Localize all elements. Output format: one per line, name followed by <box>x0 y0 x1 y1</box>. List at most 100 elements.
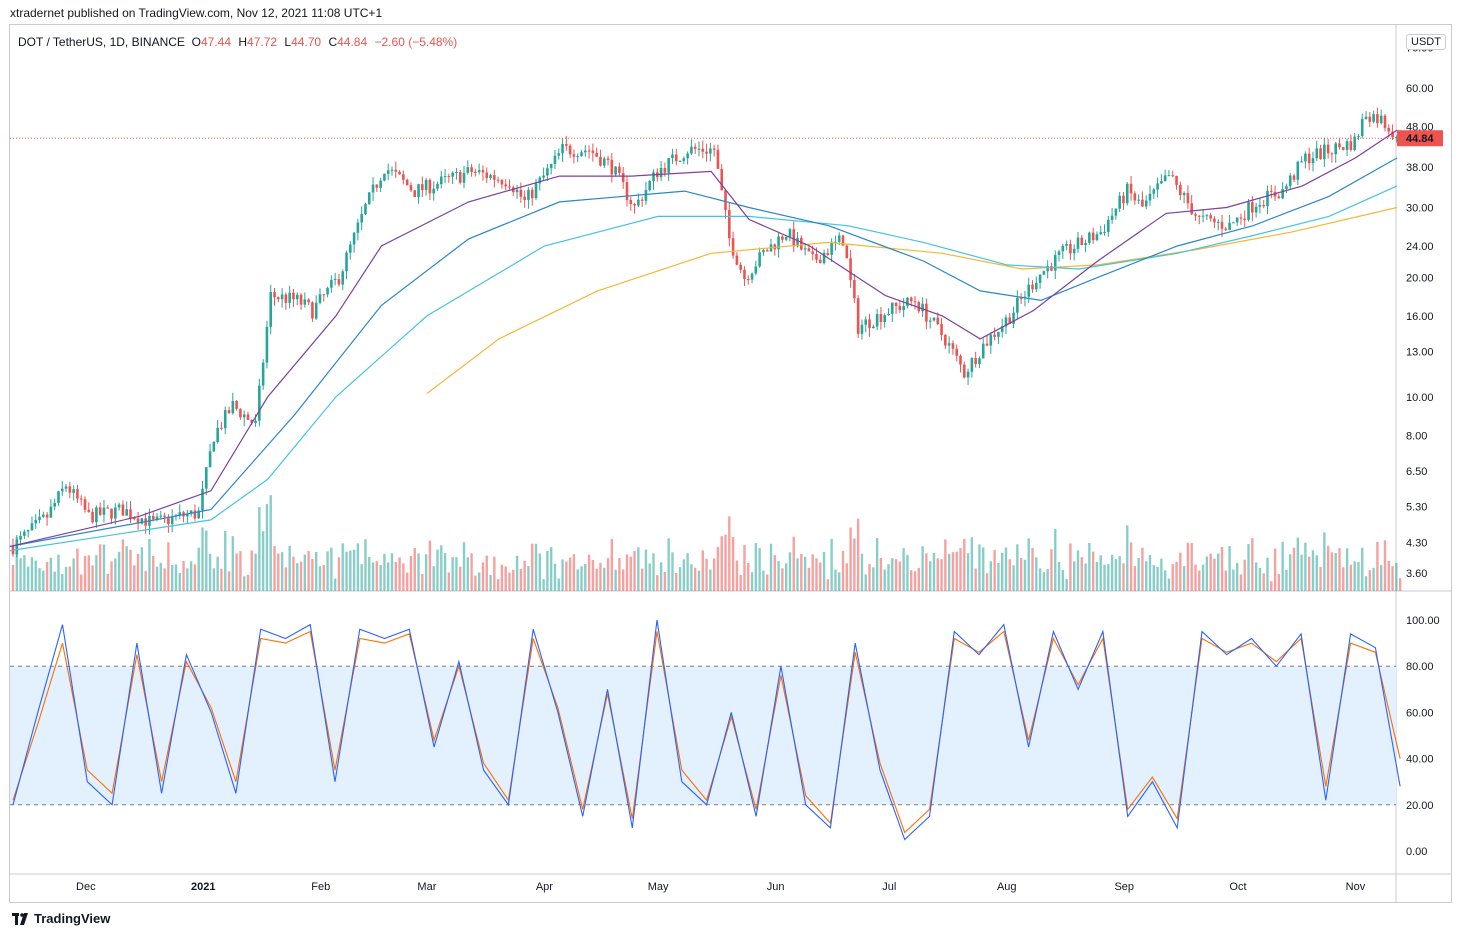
candle-body <box>1338 143 1341 148</box>
candle-body <box>477 170 481 173</box>
volume-bar <box>656 575 659 591</box>
candle-body <box>565 143 568 146</box>
candle-body <box>1053 255 1057 271</box>
tradingview-icon <box>12 912 28 925</box>
volume-bar <box>1175 561 1178 591</box>
candle-body <box>667 158 670 173</box>
candle-body <box>314 302 318 319</box>
volume-bar <box>925 553 928 591</box>
volume-bar <box>1148 554 1152 591</box>
volume-bar <box>1099 555 1102 591</box>
candle-body <box>716 149 720 169</box>
candle-body <box>815 253 818 260</box>
candle-body <box>117 504 121 508</box>
candle-body <box>269 292 273 327</box>
volume-bar <box>87 555 90 591</box>
volume-bar <box>1281 541 1284 591</box>
candle-body <box>110 508 113 519</box>
volume-bar <box>1163 570 1167 591</box>
candle-body <box>1072 248 1076 254</box>
currency-button[interactable]: USDT <box>1406 34 1446 50</box>
volume-bar <box>784 563 788 591</box>
volume-bar <box>663 572 667 591</box>
candle-body <box>193 510 197 519</box>
candle-body <box>140 518 144 524</box>
volume-bar <box>894 559 898 591</box>
volume-bar <box>443 553 447 591</box>
candle-body <box>201 488 204 511</box>
volume-bar <box>186 568 189 591</box>
candle-body <box>1292 175 1296 180</box>
candle-body <box>318 294 322 303</box>
close-label: C <box>328 35 338 49</box>
volume-bar <box>1152 565 1155 591</box>
time-axis-tick: May <box>648 881 669 893</box>
volume-bar <box>470 553 473 591</box>
volume-bar <box>766 574 769 591</box>
time-axis-tick: Oct <box>1229 881 1246 893</box>
candle-body <box>697 148 701 150</box>
volume-bar <box>682 559 686 591</box>
volume-bar <box>773 555 776 591</box>
candle-body <box>1069 243 1072 254</box>
candle-body <box>978 358 981 365</box>
high-label: H <box>238 35 248 49</box>
candle-body <box>530 189 534 199</box>
volume-bar <box>686 553 689 591</box>
candle-body <box>1076 237 1080 249</box>
candle-body <box>606 158 610 160</box>
volume-bar <box>883 569 886 591</box>
candle-body <box>932 317 936 321</box>
candle-body <box>1080 237 1084 246</box>
volume-bar <box>815 558 818 591</box>
volume-bar <box>34 560 37 591</box>
volume-bar <box>1326 545 1330 591</box>
candle-body <box>413 190 417 198</box>
candle-body <box>277 297 280 300</box>
volume-bar <box>121 539 125 591</box>
candle-body <box>731 238 735 256</box>
candle-body <box>709 148 712 154</box>
volume-bar <box>743 544 746 591</box>
tradingview-logo[interactable]: TradingView <box>12 911 110 926</box>
candle-body <box>580 152 583 157</box>
volume-bar <box>561 559 564 591</box>
candle-body <box>735 255 739 265</box>
symbol-name[interactable]: DOT / TetherUS, 1D, BINANCE <box>18 35 185 49</box>
candle-body <box>136 518 140 524</box>
candle-body <box>53 502 56 507</box>
volume-bar <box>705 558 708 591</box>
candle-body <box>1209 215 1212 219</box>
candle-body <box>390 169 394 171</box>
candle-body <box>629 200 633 205</box>
volume-bar <box>1292 547 1296 591</box>
candle-body <box>856 298 860 334</box>
volume-bar <box>413 548 416 591</box>
volume-bar <box>375 561 379 591</box>
volume-bar <box>455 557 458 591</box>
time-axis-tick: Nov <box>1346 881 1366 893</box>
candle-body <box>1114 208 1118 216</box>
volume-bar <box>356 543 360 591</box>
candle-body <box>1141 199 1144 207</box>
candle-body <box>1224 228 1228 230</box>
candle-body <box>273 292 276 298</box>
candle-body <box>595 152 598 157</box>
candle-body <box>1091 232 1095 241</box>
volume-bar <box>170 564 174 591</box>
candle-body <box>583 150 587 153</box>
volume-bar <box>940 559 943 591</box>
volume-bar <box>978 544 981 591</box>
candle-body <box>432 188 435 194</box>
volume-bar <box>709 569 712 591</box>
candle-body <box>1387 127 1391 132</box>
volume-bar <box>1205 556 1209 591</box>
volume-bar <box>1398 578 1402 591</box>
volume-bar <box>1251 538 1254 591</box>
candle-body <box>1315 148 1319 159</box>
candle-body <box>132 517 136 519</box>
candle-body <box>1008 317 1012 324</box>
candle-body <box>1004 317 1008 327</box>
volume-bar <box>997 562 1000 591</box>
